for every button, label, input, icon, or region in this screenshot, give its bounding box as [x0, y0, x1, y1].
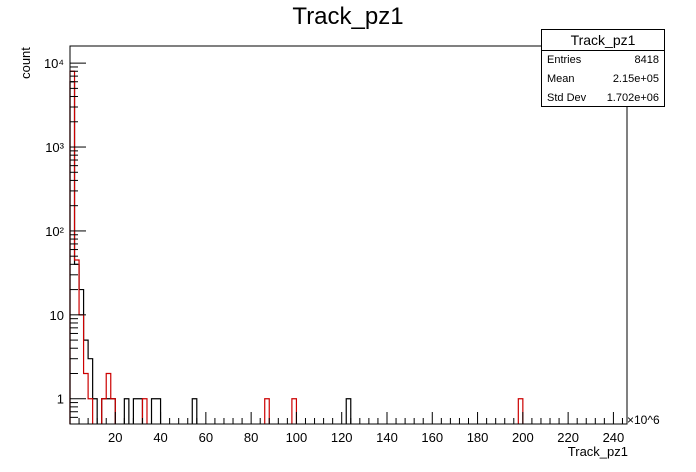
y-tick-label: 10³: [45, 140, 64, 155]
x-axis-multiplier: ×10^6: [627, 413, 660, 427]
stats-std-row: Std Dev 1.702e+06: [542, 89, 664, 108]
stats-std-label: Std Dev: [547, 92, 587, 104]
y-tick-label: 10⁴: [44, 56, 64, 71]
x-tick-label: 80: [244, 430, 258, 445]
y-tick-label: 10: [50, 308, 64, 323]
stats-title: Track_pz1: [542, 30, 664, 51]
x-tick-label: 220: [557, 430, 579, 445]
stats-mean-row: Mean 2.15e+05: [542, 70, 664, 89]
x-tick-label: 160: [421, 430, 443, 445]
stats-entries-row: Entries 8418: [542, 51, 664, 70]
stats-mean-value: 2.15e+05: [612, 73, 659, 85]
stats-mean-label: Mean: [547, 73, 575, 85]
stats-box: Track_pz1 Entries 8418 Mean 2.15e+05 Std…: [541, 29, 665, 107]
histogram-series-0: [69, 81, 352, 424]
x-tick-label: 60: [199, 430, 213, 445]
y-axis-label: count: [18, 47, 33, 79]
x-tick-label: 240: [603, 430, 625, 445]
stats-entries-value: 8418: [634, 54, 659, 66]
axes-layer: 20 40 60 80 100 120 140 160 180 200 220 240 1 10 10² 10…: [44, 45, 628, 445]
x-tick-label: 120: [331, 430, 353, 445]
x-tick-label: 40: [153, 430, 167, 445]
chart-title: Track_pz1: [292, 3, 403, 30]
y-tick-label: 1: [57, 392, 64, 407]
histogram-series-1: [69, 70, 524, 424]
stats-std-value: 1.702e+06: [606, 92, 659, 104]
x-tick-label: 140: [376, 430, 398, 445]
x-axis-label: Track_pz1: [568, 444, 628, 459]
x-tick-label: 200: [512, 430, 534, 445]
x-tick-label: 100: [286, 430, 308, 445]
y-tick-label: 10²: [45, 224, 64, 239]
stats-entries-label: Entries: [547, 54, 582, 66]
x-tick-label: 180: [467, 430, 489, 445]
x-tick-label: 20: [108, 430, 122, 445]
series-layer: [69, 70, 524, 424]
